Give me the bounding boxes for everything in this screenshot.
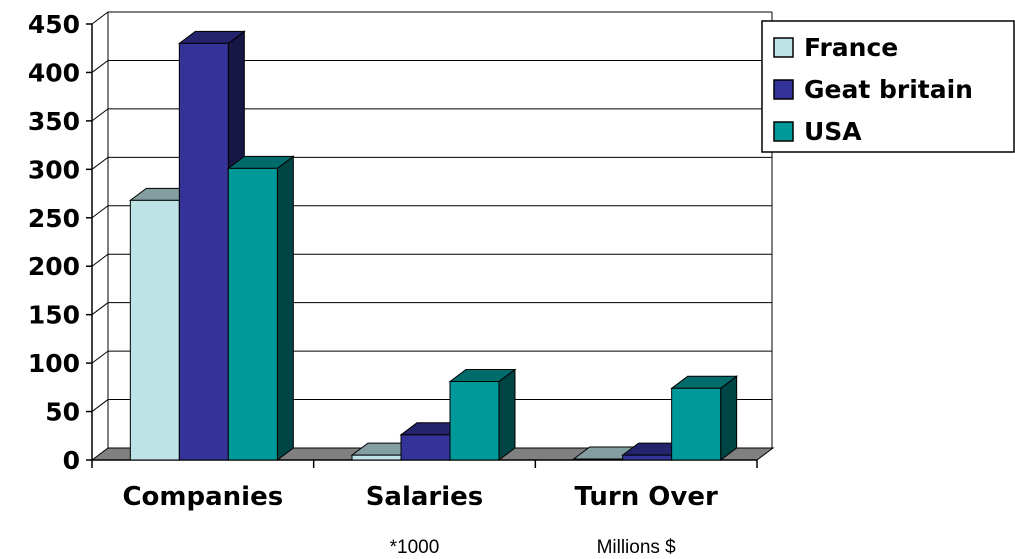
bar-side [498,368,516,461]
y-tick-label: 350 [28,107,80,136]
legend-item: Geat britain [773,75,973,104]
y-tick-label: 0 [63,446,80,475]
bar [448,368,517,461]
x-axis: Companies Salaries *1000 Turn Over Millions … [91,460,758,558]
y-tick-label: 450 [28,10,80,39]
bar-front [573,458,624,461]
bar-front [129,199,180,461]
legend-swatch [773,37,794,58]
gridlines [91,11,773,448]
legend: France Geat britain USA [761,20,1015,153]
bar-front [622,454,673,461]
legend-item: France [773,33,898,62]
y-tick-label: 250 [28,204,80,233]
x-category-label: Companies [122,482,283,512]
bar-front [227,167,278,461]
bar-front [351,454,402,461]
bar-side [276,155,294,461]
bar-front [178,42,229,461]
bars [128,30,739,461]
legend-label: Geat britain [804,75,973,104]
bar-side [720,375,738,461]
x-category-label: Salaries [366,482,484,512]
bar [226,155,295,461]
x-category-note: *1000 [390,537,440,558]
bar-front [449,381,500,461]
y-axis: 0 50 100 150 200 250 300 350 400 450 [28,10,93,475]
bar-front [400,434,451,461]
legend-label: USA [804,117,862,146]
legend-label: France [804,33,898,62]
legend-swatch [773,121,794,142]
legend-box [761,20,1015,153]
y-tick-label: 100 [28,349,80,378]
y-tick-label: 200 [28,252,80,281]
y-tick-label: 400 [28,58,80,87]
legend-swatch [773,79,794,100]
x-category-label: Turn Over [575,482,718,512]
y-tick-label: 300 [28,155,80,184]
bar [670,375,739,461]
legend-item: USA [773,117,862,146]
x-category-note: Millions $ [597,537,677,558]
y-tick-label: 50 [45,398,80,427]
bar-front [671,387,722,461]
y-tick-label: 150 [28,301,80,330]
